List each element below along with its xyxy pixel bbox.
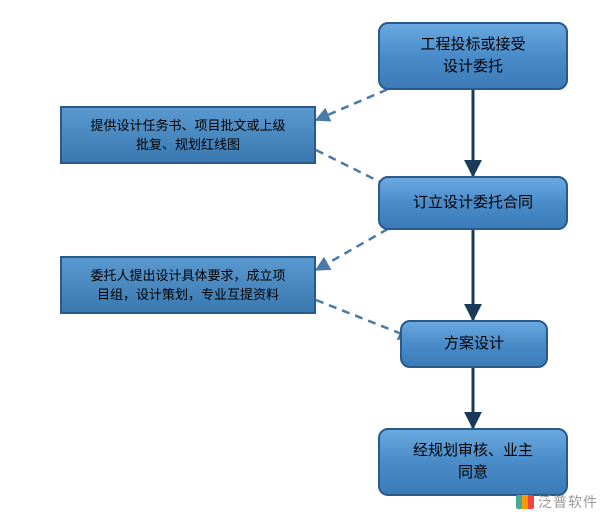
watermark: 泛普软件: [516, 492, 598, 512]
node-label: 委托人提出设计具体要求，成立项 目组，设计策划，专业互提资料: [90, 266, 285, 305]
watermark-icon: [516, 495, 534, 509]
flowchart-node-n3: 方案设计: [400, 320, 548, 368]
flowchart-node-n4: 经规划审核、业主 同意: [378, 428, 568, 496]
flowchart-node-n2: 订立设计委托合同: [378, 176, 568, 230]
node-label: 提供设计任务书、项目批文或上级 批复、规划红线图: [90, 116, 285, 155]
node-label: 订立设计委托合同: [413, 192, 533, 215]
flowchart-node-n1: 工程投标或接受 设计委托: [378, 22, 568, 90]
watermark-text: 泛普软件: [538, 492, 598, 512]
node-label: 经规划审核、业主 同意: [413, 440, 533, 485]
node-label: 方案设计: [444, 333, 504, 356]
flowchart-node-s1: 提供设计任务书、项目批文或上级 批复、规划红线图: [60, 106, 316, 164]
edge-s2-n3: [316, 300, 412, 338]
node-label: 工程投标或接受 设计委托: [420, 34, 525, 79]
flowchart-node-s2: 委托人提出设计具体要求，成立项 目组，设计策划，专业互提资料: [60, 256, 316, 314]
